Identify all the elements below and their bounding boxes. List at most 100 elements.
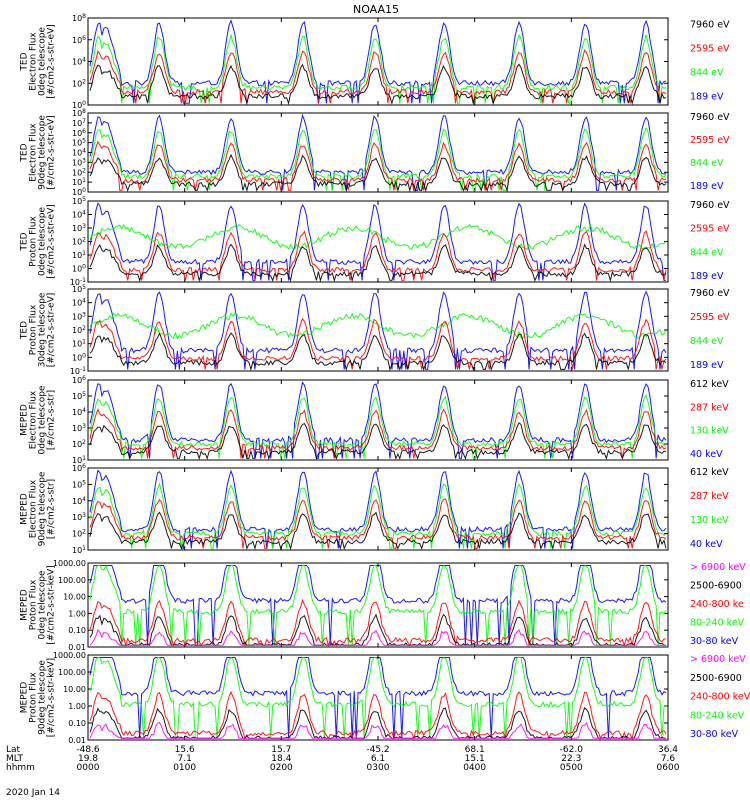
y-tick-label: 106: [72, 35, 86, 45]
y-tick-label: 104: [72, 148, 86, 158]
panels: 100 102 104 106 108 TEDElectron Flux0deg tele…: [20, 13, 750, 745]
legend-entry: 189 eV: [690, 92, 724, 103]
legend-entry: 189 eV: [690, 271, 724, 282]
y-tick-label: 102: [72, 167, 86, 177]
y-tick-label: 100: [72, 264, 86, 274]
legend-entry: 287 keV: [690, 491, 729, 502]
y-tick-label: 10.00: [63, 685, 86, 694]
legend-entry: 612 keV: [690, 467, 729, 478]
footer-value: 0300: [367, 763, 390, 773]
legend-entry: 80-240 keV: [690, 618, 745, 629]
y-tick-label: 101: [72, 177, 86, 187]
legend-entry: 240-800 keV: [690, 692, 750, 703]
y-tick-label: 100.00: [58, 668, 86, 677]
flux-traces: [90, 115, 666, 190]
y-tick-label: 103: [72, 157, 86, 167]
legend-entry: 2500-6900: [690, 581, 742, 592]
y-tick-label: 104: [72, 210, 86, 220]
legend-entry: 80-240 keV: [690, 710, 745, 721]
legend-entry: 844 eV: [690, 247, 724, 258]
y-tick-label: 0.10: [68, 719, 86, 728]
y-tick-label: 1000.00: [53, 559, 86, 568]
legend-entry: 844 eV: [690, 158, 724, 169]
y-tick-label: 1000.00: [53, 651, 86, 660]
flux-traces: [90, 658, 666, 739]
y-tick-label: 105: [72, 196, 86, 206]
footer-value: 0000: [77, 763, 100, 773]
legend-entry: 30-80 keV: [690, 636, 739, 647]
y-tick-label: 102: [72, 78, 86, 88]
y-tick-label: 105: [72, 479, 86, 489]
y-tick-label: 103: [72, 311, 86, 321]
y-tick-label: 1.00: [68, 609, 86, 618]
y-tick-label: 108: [72, 108, 86, 118]
footer-row-label: hhmm: [6, 763, 35, 773]
flux-series-3: [90, 692, 666, 738]
y-axis-label: MEPEDElectron Flux90deg telescope[#/cm2-…: [20, 471, 57, 546]
y-tick-label: 104: [72, 407, 86, 417]
y-tick-label: 101: [72, 339, 86, 349]
footer-value: 0600: [657, 763, 680, 773]
y-tick-label: 0.10: [68, 626, 86, 635]
legend-entry: 7960 eV: [690, 200, 730, 211]
y-tick-label: 106: [72, 128, 86, 138]
panel-7: 0.010.101.0010.00100.001000.00MEPEDProto…: [20, 559, 747, 652]
legend-entry: 2595 eV: [690, 312, 730, 323]
flux-traces: [90, 21, 666, 104]
legend-entry: 7960 eV: [690, 20, 730, 31]
y-tick-label: 107: [72, 118, 86, 128]
flux-traces: [90, 203, 666, 280]
legend-entry: 130 keV: [690, 426, 729, 437]
y-tick-label: 100: [72, 352, 86, 362]
y-tick-label: 100.00: [58, 576, 86, 585]
y-tick-label: 102: [72, 529, 86, 539]
y-axis-label: TEDElectron Flux0deg telescope[#/cm2-s-s…: [20, 24, 57, 99]
legend-entry: 2595 eV: [690, 224, 730, 235]
legend-entry: 40 keV: [690, 449, 723, 460]
legend-entry: 844 eV: [690, 336, 724, 347]
flux-series-1: [90, 292, 666, 370]
legend-entry: 7960 eV: [690, 288, 730, 299]
legend-entry: > 6900 keV: [690, 562, 746, 573]
flux-series-1: [90, 566, 666, 646]
legend-entry: 240-800 ke: [690, 599, 744, 610]
y-axis-label: MEPEDElectron Flux0deg telescope[#/cm2-s…: [20, 385, 57, 455]
y-tick-label: 104: [72, 496, 86, 506]
legend-entry: 287 keV: [690, 402, 729, 413]
flux-series-5: [90, 630, 666, 646]
y-tick-label: 106: [72, 375, 86, 385]
y-tick-label: 103: [72, 223, 86, 233]
y-tick-label: 104: [72, 57, 86, 67]
y-axis-label: MEPEDProton Flux0deg telescope[#/cm2-s-s…: [20, 565, 57, 644]
legend-entry: 844 eV: [690, 68, 724, 79]
legend-entry: 189 eV: [690, 360, 724, 371]
flux-series-1: [90, 203, 666, 280]
y-tick-label: 104: [72, 298, 86, 308]
legend-entry: 40 keV: [690, 539, 723, 550]
footer-value: 0100: [173, 763, 196, 773]
legend-entry: 2500-6900: [690, 673, 742, 684]
flux-traces: [90, 566, 666, 646]
y-tick-label: 10.00: [63, 593, 86, 602]
y-tick-label: 102: [72, 439, 86, 449]
date-label: 2020 Jan 14: [6, 788, 60, 798]
y-tick-label: 102: [72, 237, 86, 247]
y-tick-label: 0.01: [68, 736, 86, 745]
flux-series-2: [90, 566, 666, 646]
y-tick-label: 103: [72, 423, 86, 433]
y-tick-label: 103: [72, 512, 86, 522]
legend-entry: 2595 eV: [690, 135, 730, 146]
footer-value: 0400: [463, 763, 486, 773]
y-tick-label: 105: [72, 284, 86, 294]
flux-series-5: [90, 723, 666, 739]
flux-traces: [90, 383, 666, 459]
legend-entry: 612 keV: [690, 379, 729, 390]
chart-title: NOAA15: [353, 3, 399, 16]
legend-entry: 30-80 keV: [690, 729, 739, 740]
y-tick-label: 106: [72, 463, 86, 473]
